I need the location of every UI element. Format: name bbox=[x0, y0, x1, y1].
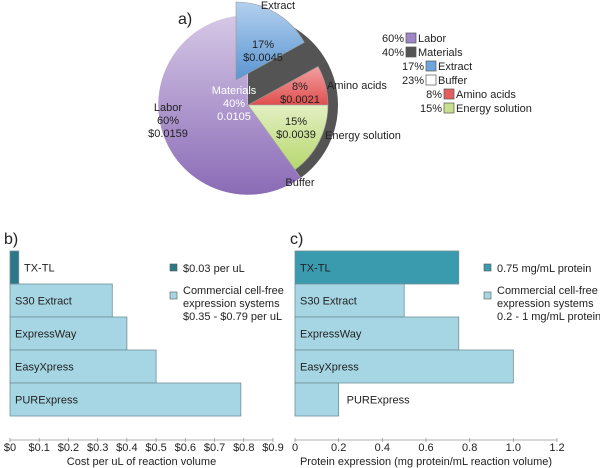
x-tick-label: 0.2 bbox=[331, 442, 346, 454]
pie-legend: 60% Labor 40% Materials 17% Extract 23% Buffer 8… bbox=[382, 32, 532, 115]
legend-percent: 60% bbox=[382, 33, 404, 45]
extract-value-label: $0.0045 bbox=[243, 52, 283, 64]
x-axis-label: Cost per uL of reaction volume bbox=[67, 456, 216, 468]
bar-s30-extract bbox=[9, 283, 113, 318]
legend-percent: 40% bbox=[382, 47, 404, 59]
x-tick-label: $0.1 bbox=[29, 442, 50, 454]
bar-expressway bbox=[9, 316, 128, 351]
legend-percent: 17% bbox=[402, 61, 424, 73]
bar-label: PURExpress bbox=[347, 395, 410, 407]
x-tick-label: 1.2 bbox=[549, 442, 564, 454]
bar-label: TX-TL bbox=[300, 263, 331, 275]
legend-text: $0.03 per uL bbox=[183, 263, 245, 275]
bar-tx-tl bbox=[294, 250, 460, 285]
pie-slice-energy bbox=[247, 104, 329, 171]
panel-label-a: a) bbox=[178, 11, 192, 28]
legend-label: Labor bbox=[418, 33, 446, 45]
amino-value-label: 8% bbox=[292, 81, 308, 93]
x-tick-label: $0.8 bbox=[233, 442, 254, 454]
x-tick-label: $0.9 bbox=[262, 442, 283, 454]
bar-label: EasyXpress bbox=[300, 362, 359, 374]
panel-label-b: b) bbox=[4, 231, 18, 248]
legend-swatch bbox=[169, 291, 178, 300]
labor-label: $0.0159 bbox=[148, 128, 188, 140]
amino-name-label: Amino acids bbox=[327, 80, 387, 92]
x-axis-label: Protein expression (mg protein/mL reacti… bbox=[300, 456, 552, 468]
amino-value-label: $0.0021 bbox=[280, 94, 320, 106]
legend-swatch bbox=[169, 263, 178, 272]
legend-text: 0.75 mg/mL protein bbox=[497, 263, 591, 275]
pie-slice-extract bbox=[235, 1, 305, 81]
cost-bar-chart: TX-TL S30 Extract ExpressWay EasyXpress PURE… bbox=[4, 250, 284, 468]
bar-easyxpress bbox=[294, 349, 514, 384]
pie-chart: Labor60%$0.0159Materials40%0.010517%$0.0… bbox=[148, 0, 401, 196]
legend-swatch bbox=[483, 263, 492, 272]
bar-purexpress bbox=[9, 382, 242, 417]
legend-label: Materials bbox=[418, 47, 463, 59]
legend-swatch bbox=[483, 291, 492, 300]
materials-label: Materials bbox=[212, 85, 257, 97]
x-tick-label: $0.4 bbox=[116, 442, 137, 454]
buffer-name-label: Buffer bbox=[285, 177, 314, 189]
x-tick-label: $0.5 bbox=[145, 442, 166, 454]
x-tick-label: 0.4 bbox=[375, 442, 390, 454]
legend-swatch-amino bbox=[443, 88, 455, 100]
bar-label: ExpressWay bbox=[300, 329, 362, 341]
legend-label: Buffer bbox=[438, 75, 467, 87]
bar-label: ExpressWay bbox=[15, 329, 77, 341]
legend-percent: 15% bbox=[420, 103, 442, 115]
legend-swatch-labor bbox=[405, 32, 417, 44]
x-tick-label: 1.0 bbox=[506, 442, 521, 454]
x-tick-label: 0.6 bbox=[418, 442, 433, 454]
legend-label: Amino acids bbox=[456, 89, 516, 101]
legend-text: expression systems bbox=[497, 298, 594, 310]
x-tick-label: $0.3 bbox=[87, 442, 108, 454]
materials-label: 40% bbox=[223, 98, 245, 110]
bar-s30-extract bbox=[294, 283, 405, 318]
bar-tx-tl bbox=[9, 250, 20, 285]
bar-label: PURExpress bbox=[15, 395, 78, 407]
legend-percent: 23% bbox=[402, 75, 424, 87]
bar-easyxpress bbox=[9, 349, 157, 384]
legend-swatch-energy bbox=[443, 102, 455, 114]
extract-name-label: Extract bbox=[261, 0, 295, 12]
pie-slice-labor bbox=[157, 14, 302, 196]
x-tick-label: $0.6 bbox=[175, 442, 196, 454]
legend-text: $0.35 - $0.79 per uL bbox=[183, 311, 282, 323]
legend-text: 0.2 - 1 mg/mL protein bbox=[497, 311, 600, 323]
bar-purexpress bbox=[294, 382, 340, 417]
bar-label: TX-TL bbox=[24, 263, 55, 275]
legend-swatch-extract bbox=[425, 60, 437, 72]
labor-label: Labor bbox=[154, 102, 182, 114]
extract-value-label: 17% bbox=[252, 39, 274, 51]
x-tick-label: 0.8 bbox=[462, 442, 477, 454]
energy-value-label: $0.0039 bbox=[276, 129, 316, 141]
x-tick-label: 0 bbox=[292, 442, 298, 454]
legend-text: Commercial cell-free bbox=[183, 285, 284, 297]
bar-label: EasyXpress bbox=[15, 362, 74, 374]
panel-label-c: c) bbox=[290, 231, 303, 248]
bar-label: S30 Extract bbox=[15, 296, 72, 308]
legend-text: Commercial cell-free bbox=[497, 285, 598, 297]
bar-expressway bbox=[294, 316, 460, 351]
x-tick-label: $0.7 bbox=[204, 442, 225, 454]
legend-percent: 8% bbox=[426, 89, 442, 101]
x-tick-label: $0.2 bbox=[58, 442, 79, 454]
legend-label: Extract bbox=[438, 61, 472, 73]
legend-swatch-buffer bbox=[425, 74, 437, 86]
legend-label: Energy solution bbox=[456, 103, 532, 115]
materials-label: 0.0105 bbox=[217, 111, 251, 123]
legend-swatch-materials bbox=[405, 46, 417, 58]
energy-value-label: 15% bbox=[285, 116, 307, 128]
bar-label: S30 Extract bbox=[300, 296, 357, 308]
labor-label: 60% bbox=[157, 115, 179, 127]
x-tick-label: $0 bbox=[4, 442, 16, 454]
protein-bar-chart: TX-TL S30 Extract ExpressWay EasyXpress PURE… bbox=[292, 250, 600, 468]
legend-text: expression systems bbox=[183, 298, 280, 310]
energy-name-label: Energy solution bbox=[325, 130, 401, 142]
